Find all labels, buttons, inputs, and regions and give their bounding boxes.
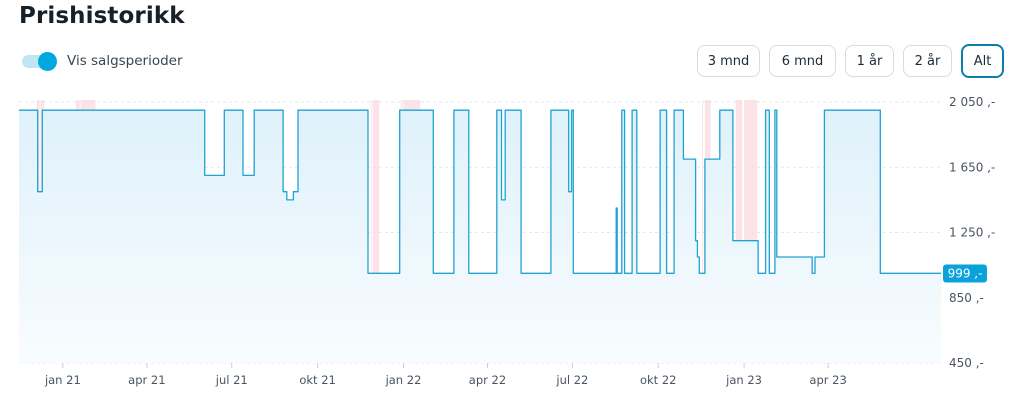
x-tick-label: apr 21 <box>128 373 165 387</box>
page-title: Prishistorikk <box>19 3 185 29</box>
current-price-badge-layer: 999 ,- <box>943 264 987 283</box>
price-area <box>19 110 941 363</box>
price-history-chart: 2 050 ,- 1 650 ,- 1 250 ,- 850 ,- 450 ,- jan… <box>19 95 995 387</box>
range-button-3m[interactable]: 3 mnd <box>697 45 760 77</box>
time-range-selector: 3 mnd 6 mnd 1 år 2 år Alt <box>0 44 1018 79</box>
y-tick-label: 1 650 ,- <box>949 160 995 174</box>
x-tick-label: jan 21 <box>44 373 81 387</box>
x-tick-label: apr 23 <box>809 373 846 387</box>
x-tick-label: jul 22 <box>555 373 588 387</box>
sale-periods-toggle[interactable] <box>20 50 58 72</box>
toggle-knob <box>38 52 57 71</box>
price-line <box>19 109 941 274</box>
x-tick-label: jan 23 <box>725 373 762 387</box>
y-tick-label: 450 ,- <box>949 356 984 370</box>
x-tick-label: apr 22 <box>469 373 506 387</box>
range-button-all[interactable]: Alt <box>961 44 1004 78</box>
range-button-2y[interactable]: 2 år <box>903 45 952 77</box>
x-tick-label: jul 21 <box>215 373 248 387</box>
sale-period-band <box>702 100 704 363</box>
current-price-label: 999 ,- <box>948 266 983 280</box>
sale-period-band <box>372 100 380 363</box>
sale-period-band <box>370 100 372 363</box>
x-tick-label: jan 22 <box>385 373 422 387</box>
x-axis-ticks: jan 21 apr 21 jul 21 okt 21 jan 22 apr 22 jul … <box>44 363 847 387</box>
sale-periods-toggle-label: Vis salgsperioder <box>67 53 183 69</box>
range-button-1y[interactable]: 1 år <box>845 45 894 77</box>
sale-period-band <box>735 100 743 363</box>
line-layer <box>19 109 941 274</box>
range-button-6m[interactable]: 6 mnd <box>769 45 836 77</box>
x-tick-label: okt 21 <box>299 373 336 387</box>
y-axis-ticks: 2 050 ,- 1 650 ,- 1 250 ,- 850 ,- 450 ,- <box>949 95 995 370</box>
y-tick-label: 2 050 ,- <box>949 95 995 109</box>
area-layer <box>19 110 941 363</box>
y-tick-label: 850 ,- <box>949 291 984 305</box>
y-tick-label: 1 250 ,- <box>949 226 995 240</box>
x-tick-label: okt 22 <box>640 373 677 387</box>
sale-periods-toggle-row: Vis salgsperioder <box>20 50 183 72</box>
current-price-badge <box>943 264 987 283</box>
